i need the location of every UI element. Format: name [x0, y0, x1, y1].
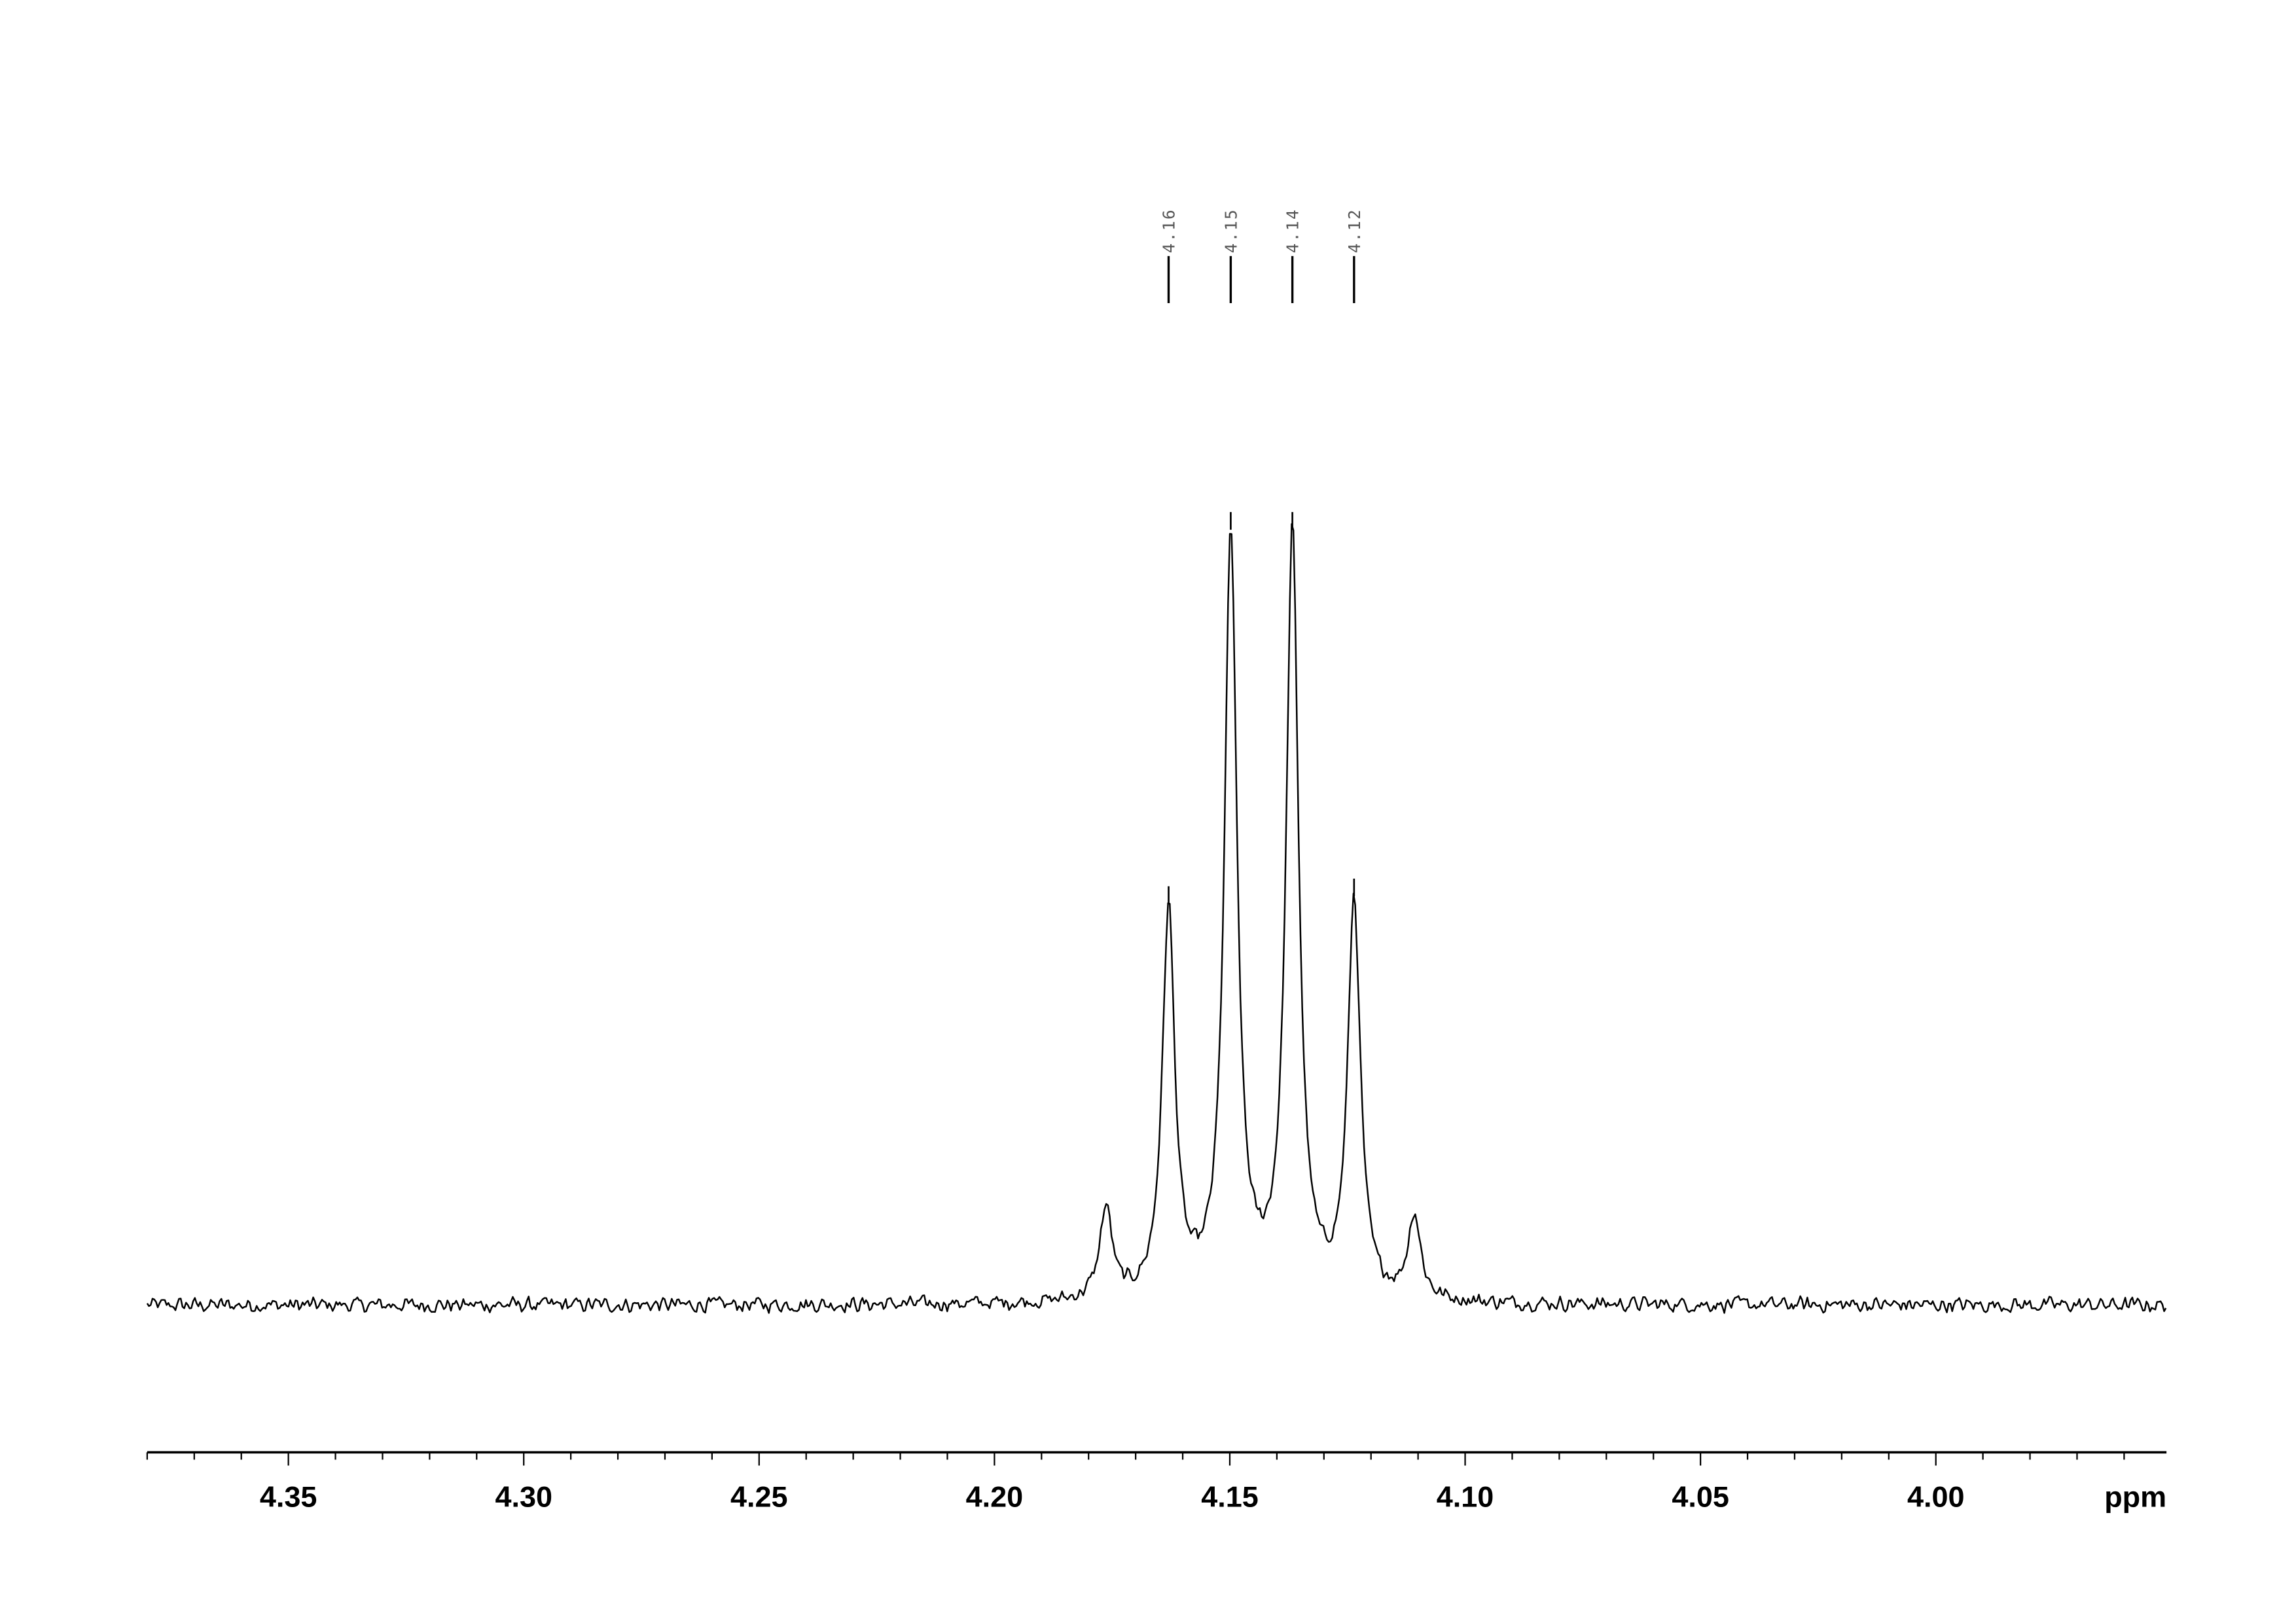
- tick-label: 4.15: [1201, 1480, 1259, 1513]
- x-axis: 4.35 4.30 4.25 4.20 4.15 4.10 4.05 4.00 ppm: [146, 1451, 2167, 1513]
- peak-label: 4.14: [1283, 208, 1302, 253]
- spectrum-line: [146, 523, 2167, 1314]
- x-axis-ticks: [146, 1452, 2125, 1466]
- tick-label: 4.30: [495, 1480, 552, 1513]
- peak-label: 4.15: [1221, 208, 1240, 253]
- tick-label: 4.05: [1672, 1480, 1729, 1513]
- tick-label: 4.25: [730, 1480, 788, 1513]
- x-axis-tick-labels: 4.35 4.30 4.25 4.20 4.15 4.10 4.05 4.00: [260, 1480, 1965, 1513]
- peak-markers: [1168, 512, 1355, 904]
- tick-label: 4.10: [1437, 1480, 1494, 1513]
- peak-label: 4.16: [1159, 208, 1178, 253]
- peak-labels: 4.16 4.15 4.14 4.12: [1159, 208, 1364, 303]
- tick-label: 4.20: [966, 1480, 1024, 1513]
- x-axis-label: ppm: [2104, 1480, 2166, 1513]
- peak-label: 4.12: [1345, 208, 1364, 253]
- tick-label: 4.35: [260, 1480, 317, 1513]
- tick-label: 4.00: [1907, 1480, 1965, 1513]
